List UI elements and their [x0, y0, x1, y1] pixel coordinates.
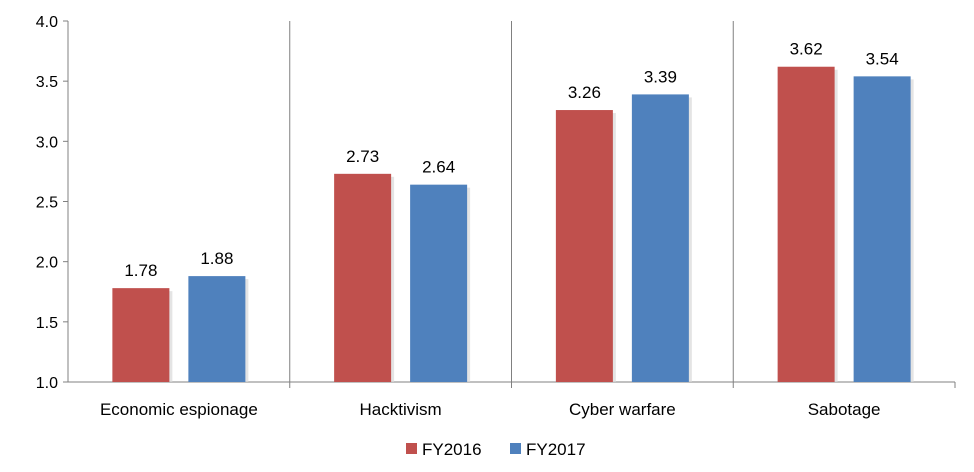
bar-fy2017: [853, 76, 911, 382]
y-tick-label: 3.0: [36, 134, 58, 151]
y-tick-label: 3.5: [36, 74, 58, 91]
data-label: 3.62: [790, 40, 823, 59]
legend-swatch-fy2016: [406, 443, 417, 454]
category-label: Cyber warfare: [569, 400, 676, 419]
bar-fy2017: [188, 276, 246, 382]
bar-fy2017: [631, 94, 689, 383]
bar-fy2016: [112, 288, 170, 382]
legend-label: FY2017: [526, 440, 586, 459]
legend: FY2016 FY2017: [406, 440, 586, 459]
y-tick-label: 1.5: [36, 315, 58, 332]
data-label: 1.78: [124, 261, 157, 280]
bar-fy2016: [777, 66, 835, 382]
legend-label: FY2016: [422, 440, 482, 459]
bar-fy2016: [555, 110, 613, 383]
y-tick-label: 4.0: [36, 14, 58, 31]
data-label: 2.64: [422, 158, 455, 177]
labels: 1.78 1.88 Economic espionage 2.73 2.64 Hackti…: [100, 40, 899, 419]
bars: [112, 66, 914, 383]
y-tick-label: 2.0: [36, 255, 58, 272]
category-label: Hacktivism: [360, 400, 442, 419]
data-label: 2.73: [346, 147, 379, 166]
category-label: Sabotage: [808, 400, 881, 419]
data-label: 3.39: [644, 67, 677, 86]
bar-fy2017: [410, 184, 468, 382]
y-tick-label: 1.0: [36, 375, 58, 392]
category-label: Economic espionage: [100, 400, 258, 419]
bar-fy2016: [334, 173, 392, 382]
y-tick-label: 2.5: [36, 195, 58, 212]
data-label: 3.54: [866, 49, 899, 68]
data-label: 3.26: [568, 83, 601, 102]
data-label: 1.88: [200, 249, 233, 268]
legend-swatch-fy2017: [510, 443, 521, 454]
